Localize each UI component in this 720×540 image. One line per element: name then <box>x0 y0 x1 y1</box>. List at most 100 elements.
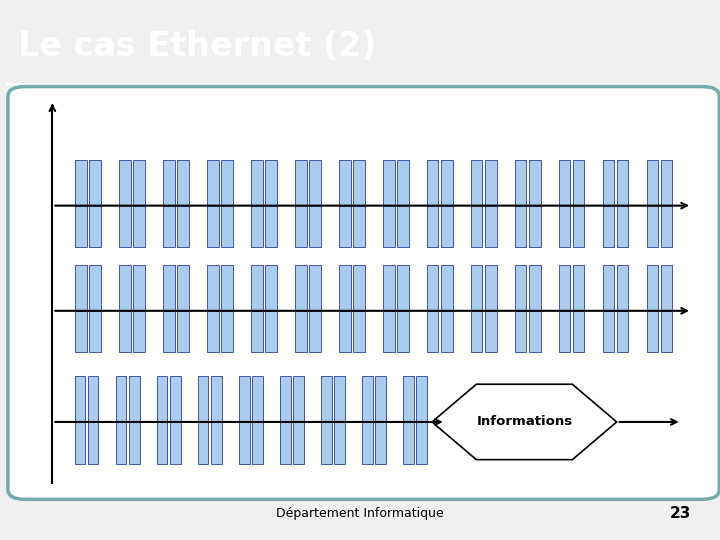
Bar <box>603 160 614 206</box>
Bar <box>120 265 131 311</box>
Bar <box>76 206 86 247</box>
Bar <box>163 265 175 311</box>
Bar <box>375 376 386 422</box>
Bar <box>647 311 658 353</box>
Bar <box>163 311 175 353</box>
Bar <box>309 265 320 311</box>
Bar <box>471 311 482 353</box>
Bar <box>198 376 209 422</box>
Bar <box>485 265 497 311</box>
Bar <box>334 422 345 464</box>
Bar <box>383 206 395 247</box>
FancyBboxPatch shape <box>8 86 719 500</box>
Bar <box>157 422 168 464</box>
Bar <box>603 311 614 353</box>
Bar <box>603 265 614 311</box>
Bar <box>383 311 395 353</box>
Bar <box>88 422 99 464</box>
Bar <box>383 160 395 206</box>
Bar <box>529 206 541 247</box>
Bar <box>120 160 131 206</box>
Bar <box>76 160 86 206</box>
Bar <box>339 206 351 247</box>
Bar <box>129 422 140 464</box>
Bar <box>211 422 222 464</box>
Bar <box>75 422 86 464</box>
Bar <box>221 265 233 311</box>
Bar <box>239 376 250 422</box>
Bar <box>120 311 131 353</box>
Bar <box>397 206 408 247</box>
Bar <box>75 376 86 422</box>
Bar <box>559 206 570 247</box>
Bar <box>239 422 250 464</box>
Bar <box>177 206 189 247</box>
Bar <box>515 265 526 311</box>
Bar <box>485 206 497 247</box>
Bar <box>573 206 585 247</box>
Bar <box>309 206 320 247</box>
Bar <box>339 160 351 206</box>
Bar <box>515 206 526 247</box>
Bar <box>120 206 131 247</box>
Bar <box>252 376 263 422</box>
Bar <box>441 265 453 311</box>
Bar <box>207 206 219 247</box>
Bar <box>427 311 438 353</box>
Bar <box>309 160 320 206</box>
Bar <box>177 311 189 353</box>
Bar <box>339 265 351 311</box>
Bar <box>617 265 629 311</box>
Bar <box>573 265 585 311</box>
Text: 23: 23 <box>670 506 691 521</box>
Bar <box>362 422 373 464</box>
Bar <box>559 265 570 311</box>
Bar <box>251 265 263 311</box>
Bar <box>177 160 189 206</box>
Bar <box>441 160 453 206</box>
Bar <box>133 206 145 247</box>
Bar <box>354 311 364 353</box>
Bar <box>573 311 585 353</box>
Bar <box>170 376 181 422</box>
Bar <box>221 160 233 206</box>
Bar <box>397 311 408 353</box>
Bar <box>661 311 672 353</box>
Bar <box>265 311 276 353</box>
Bar <box>375 422 386 464</box>
Bar <box>89 206 101 247</box>
Bar <box>295 206 307 247</box>
Bar <box>441 206 453 247</box>
Bar <box>88 376 99 422</box>
Bar <box>280 422 291 464</box>
Bar <box>403 422 414 464</box>
Bar <box>89 311 101 353</box>
Bar <box>251 206 263 247</box>
Bar <box>76 311 86 353</box>
Bar <box>427 206 438 247</box>
Bar <box>76 265 86 311</box>
Text: Informations: Informations <box>476 415 572 428</box>
Bar <box>647 160 658 206</box>
Bar <box>221 311 233 353</box>
Bar <box>617 160 629 206</box>
Bar <box>383 265 395 311</box>
Bar <box>617 206 629 247</box>
Bar <box>163 206 175 247</box>
Text: Département Informatique: Département Informatique <box>276 507 444 520</box>
Bar <box>661 206 672 247</box>
Bar <box>163 160 175 206</box>
Bar <box>321 376 332 422</box>
Bar <box>416 376 427 422</box>
Bar <box>265 160 276 206</box>
Bar <box>647 265 658 311</box>
Bar <box>485 160 497 206</box>
Bar <box>647 206 658 247</box>
Bar <box>295 265 307 311</box>
Bar <box>617 311 629 353</box>
Bar <box>427 160 438 206</box>
Bar <box>529 265 541 311</box>
Bar <box>471 265 482 311</box>
Bar <box>354 265 364 311</box>
Bar <box>116 376 127 422</box>
